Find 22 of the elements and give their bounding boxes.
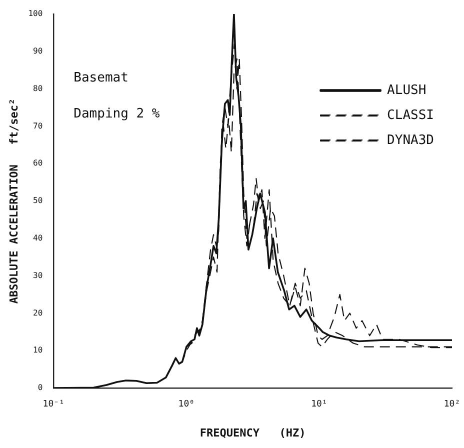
x-tick-label: 10¹ bbox=[311, 400, 328, 410]
y-tick-label: 40 bbox=[33, 233, 43, 242]
y-tick-label: 70 bbox=[33, 121, 43, 130]
legend-label: ALUSH bbox=[387, 82, 426, 98]
y-tick-label: 10 bbox=[33, 346, 43, 355]
y-tick-label: 20 bbox=[33, 308, 43, 318]
annotation: Basemat bbox=[74, 70, 128, 86]
x-tick-label: 10² bbox=[444, 400, 460, 410]
annotation: Damping 2 % bbox=[74, 106, 160, 122]
y-tick-label: 100 bbox=[28, 9, 43, 18]
y-axis-title: ABSOLUTE ACCELERATION ft/sec² bbox=[7, 98, 20, 304]
y-tick-label: 30 bbox=[33, 270, 43, 280]
y-tick-label: 0 bbox=[38, 383, 43, 392]
y-tick-label: 50 bbox=[33, 196, 43, 206]
y-tick-label: 80 bbox=[33, 84, 43, 93]
y-tick-label: 60 bbox=[33, 158, 43, 168]
legend-label: CLASSI bbox=[387, 108, 434, 123]
x-tick-label: 10⁻¹ bbox=[42, 400, 64, 410]
y-tick-label: 90 bbox=[33, 46, 43, 56]
x-tick-label: 10⁰ bbox=[178, 400, 195, 410]
legend-label: DYNA3D bbox=[387, 132, 434, 148]
x-axis-title: FREQUENCY (HZ) bbox=[200, 426, 306, 440]
